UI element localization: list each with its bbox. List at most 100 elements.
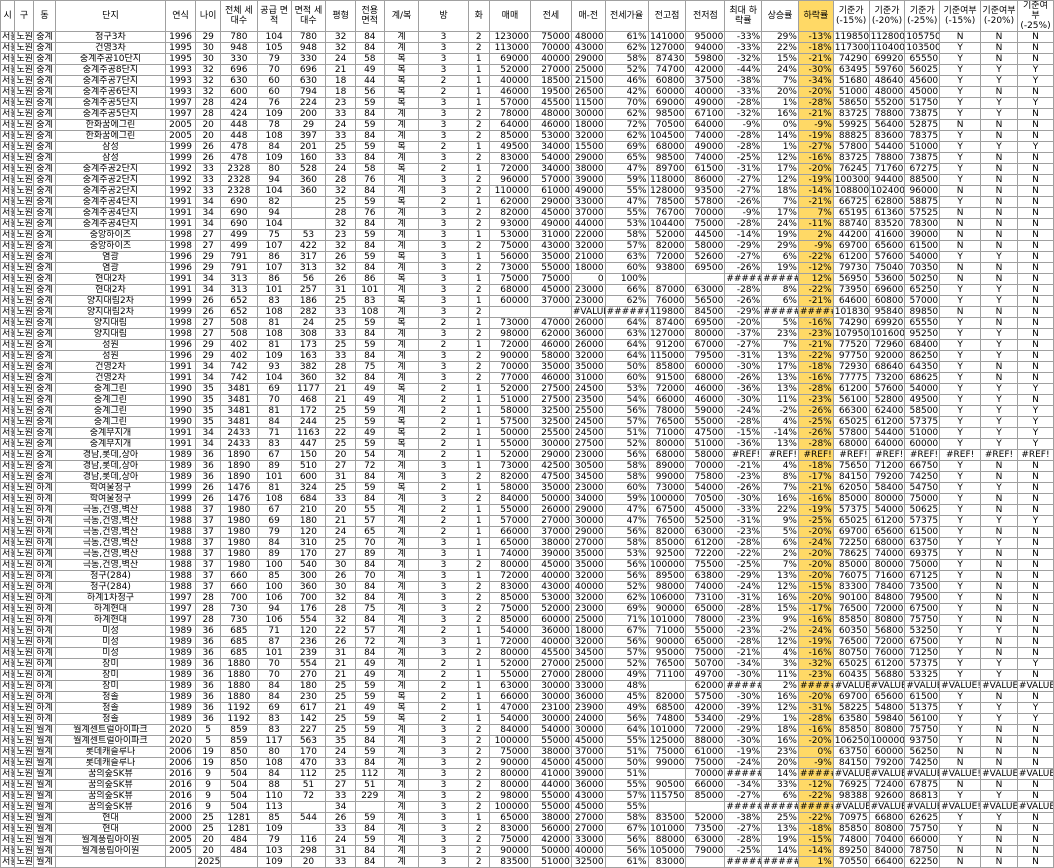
table-cell[interactable]: -20% — [797, 548, 834, 560]
table-cell[interactable]: Y — [1016, 658, 1054, 670]
table-cell[interactable]: 41000 — [529, 768, 572, 780]
table-cell[interactable]: 64000 — [489, 119, 531, 131]
table-cell[interactable]: -22% — [797, 790, 834, 802]
table-cell[interactable]: 34000 — [529, 141, 572, 153]
table-cell[interactable]: #VALUE! — [832, 768, 870, 780]
table-cell[interactable]: 54750 — [904, 482, 941, 494]
table-cell[interactable]: Y — [939, 251, 982, 263]
table-cell[interactable]: 2006 — [164, 746, 197, 758]
table-cell[interactable]: -26% — [797, 405, 834, 417]
table-cell[interactable]: N — [1016, 493, 1054, 505]
table-cell[interactable]: 72960 — [868, 339, 906, 351]
table-cell[interactable]: Y — [939, 735, 982, 747]
table-cell[interactable]: 3 — [418, 779, 469, 791]
table-cell[interactable]: 노원 — [14, 317, 34, 329]
table-cell[interactable]: 59 — [354, 713, 385, 725]
table-cell[interactable]: 317 — [290, 251, 327, 263]
table-cell[interactable]: -15% — [797, 834, 834, 846]
table-cell[interactable]: 508 — [219, 328, 258, 340]
table-cell[interactable]: Y — [1016, 416, 1054, 428]
table-cell[interactable]: 20% — [761, 757, 799, 769]
table-cell[interactable]: 106250 — [832, 735, 870, 747]
table-cell[interactable]: 83000 — [489, 152, 531, 164]
table-cell[interactable]: 1989 — [164, 460, 197, 472]
table-cell[interactable]: -28% — [724, 834, 763, 846]
table-cell[interactable]: 1890 — [219, 471, 258, 483]
table-cell[interactable]: 88000 — [647, 834, 687, 846]
table-cell[interactable]: 76000 — [868, 647, 906, 659]
table-cell[interactable]: 계 — [383, 372, 420, 384]
table-cell[interactable]: 5 — [195, 724, 221, 736]
table-cell[interactable]: 79200 — [868, 757, 906, 769]
table-cell[interactable]: 29% — [761, 240, 799, 252]
table-cell[interactable]: 60000 — [647, 86, 687, 98]
table-cell[interactable]: 62% — [604, 295, 649, 307]
table-cell[interactable]: 중계무지개 — [55, 427, 166, 439]
table-cell[interactable]: 2 — [467, 130, 491, 142]
table-cell[interactable]: 19 — [195, 746, 221, 758]
table-cell[interactable]: N — [939, 185, 982, 197]
table-cell[interactable]: -16% — [797, 614, 834, 626]
table-cell[interactable]: Y — [939, 614, 982, 626]
table-cell[interactable]: 83000 — [489, 823, 531, 835]
table-cell[interactable]: 45000 — [529, 207, 572, 219]
table-cell[interactable]: 37000 — [529, 295, 572, 307]
table-cell[interactable]: 76500 — [832, 603, 870, 615]
table-cell[interactable]: 계 — [383, 361, 420, 373]
table-cell[interactable]: 504 — [219, 779, 258, 791]
table-cell[interactable]: 노원 — [14, 328, 34, 340]
table-cell[interactable]: 110 — [256, 790, 292, 802]
table-cell[interactable]: 84500 — [685, 306, 726, 318]
table-cell[interactable]: 노원 — [14, 823, 34, 835]
table-cell[interactable]: 74700 — [647, 64, 687, 76]
table-cell[interactable]: 630 — [290, 75, 327, 87]
table-cell[interactable]: 2 — [418, 449, 469, 461]
table-cell[interactable]: N — [1016, 262, 1054, 274]
table-cell[interactable]: 30 — [195, 42, 221, 54]
table-cell[interactable]: 서울 — [0, 53, 16, 65]
table-cell[interactable]: -27% — [724, 251, 763, 263]
table-cell[interactable]: 57000 — [904, 295, 941, 307]
table-cell[interactable]: 94400 — [868, 174, 906, 186]
table-cell[interactable]: 66% — [604, 284, 649, 296]
table-cell[interactable]: 1991 — [164, 427, 197, 439]
table-cell[interactable]: Y — [939, 658, 982, 670]
table-cell[interactable]: ###### — [724, 856, 763, 868]
table-cell[interactable]: N — [1016, 295, 1054, 307]
table-cell[interactable]: 80800 — [868, 823, 906, 835]
table-cell[interactable]: 55000 — [529, 790, 572, 802]
table-cell[interactable]: 노원 — [14, 207, 34, 219]
table-cell[interactable]: -24% — [724, 757, 763, 769]
table-cell[interactable]: 60350 — [832, 625, 870, 637]
table-cell[interactable]: 69000 — [489, 53, 531, 65]
table-cell[interactable]: Y — [939, 130, 982, 142]
column-header[interactable]: 평형 — [325, 0, 356, 32]
table-cell[interactable]: 계 — [383, 405, 420, 417]
table-cell[interactable]: 33 — [325, 493, 356, 505]
table-cell[interactable]: 노원 — [14, 108, 34, 120]
table-cell[interactable]: 계 — [383, 515, 420, 527]
table-cell[interactable]: 98500 — [647, 108, 687, 120]
table-cell[interactable]: 1 — [467, 691, 491, 703]
table-cell[interactable]: 72 — [290, 790, 327, 802]
table-cell[interactable]: N — [1016, 834, 1054, 846]
table-cell[interactable]: 계 — [383, 130, 420, 142]
table-cell[interactable]: 660 — [219, 570, 258, 582]
table-cell[interactable]: 84 — [354, 845, 385, 857]
table-cell[interactable]: 59 — [354, 746, 385, 758]
table-cell[interactable]: N — [1016, 790, 1054, 802]
table-cell[interactable]: 1281 — [219, 823, 258, 835]
table-cell[interactable]: 2 — [467, 284, 491, 296]
table-cell[interactable]: -28% — [724, 636, 763, 648]
table-cell[interactable]: 60000 — [685, 361, 726, 373]
table-cell[interactable]: 1192 — [219, 702, 258, 714]
table-cell[interactable]: 37 — [195, 548, 221, 560]
table-cell[interactable]: 33 — [325, 350, 356, 362]
table-cell[interactable]: 313 — [219, 284, 258, 296]
table-cell[interactable]: Y — [1016, 64, 1054, 76]
table-cell[interactable]: 58 — [354, 53, 385, 65]
table-cell[interactable]: 730 — [219, 614, 258, 626]
table-cell[interactable]: 계 — [383, 647, 420, 659]
table-cell[interactable]: 계 — [383, 240, 420, 252]
table-cell[interactable]: 36 — [195, 647, 221, 659]
